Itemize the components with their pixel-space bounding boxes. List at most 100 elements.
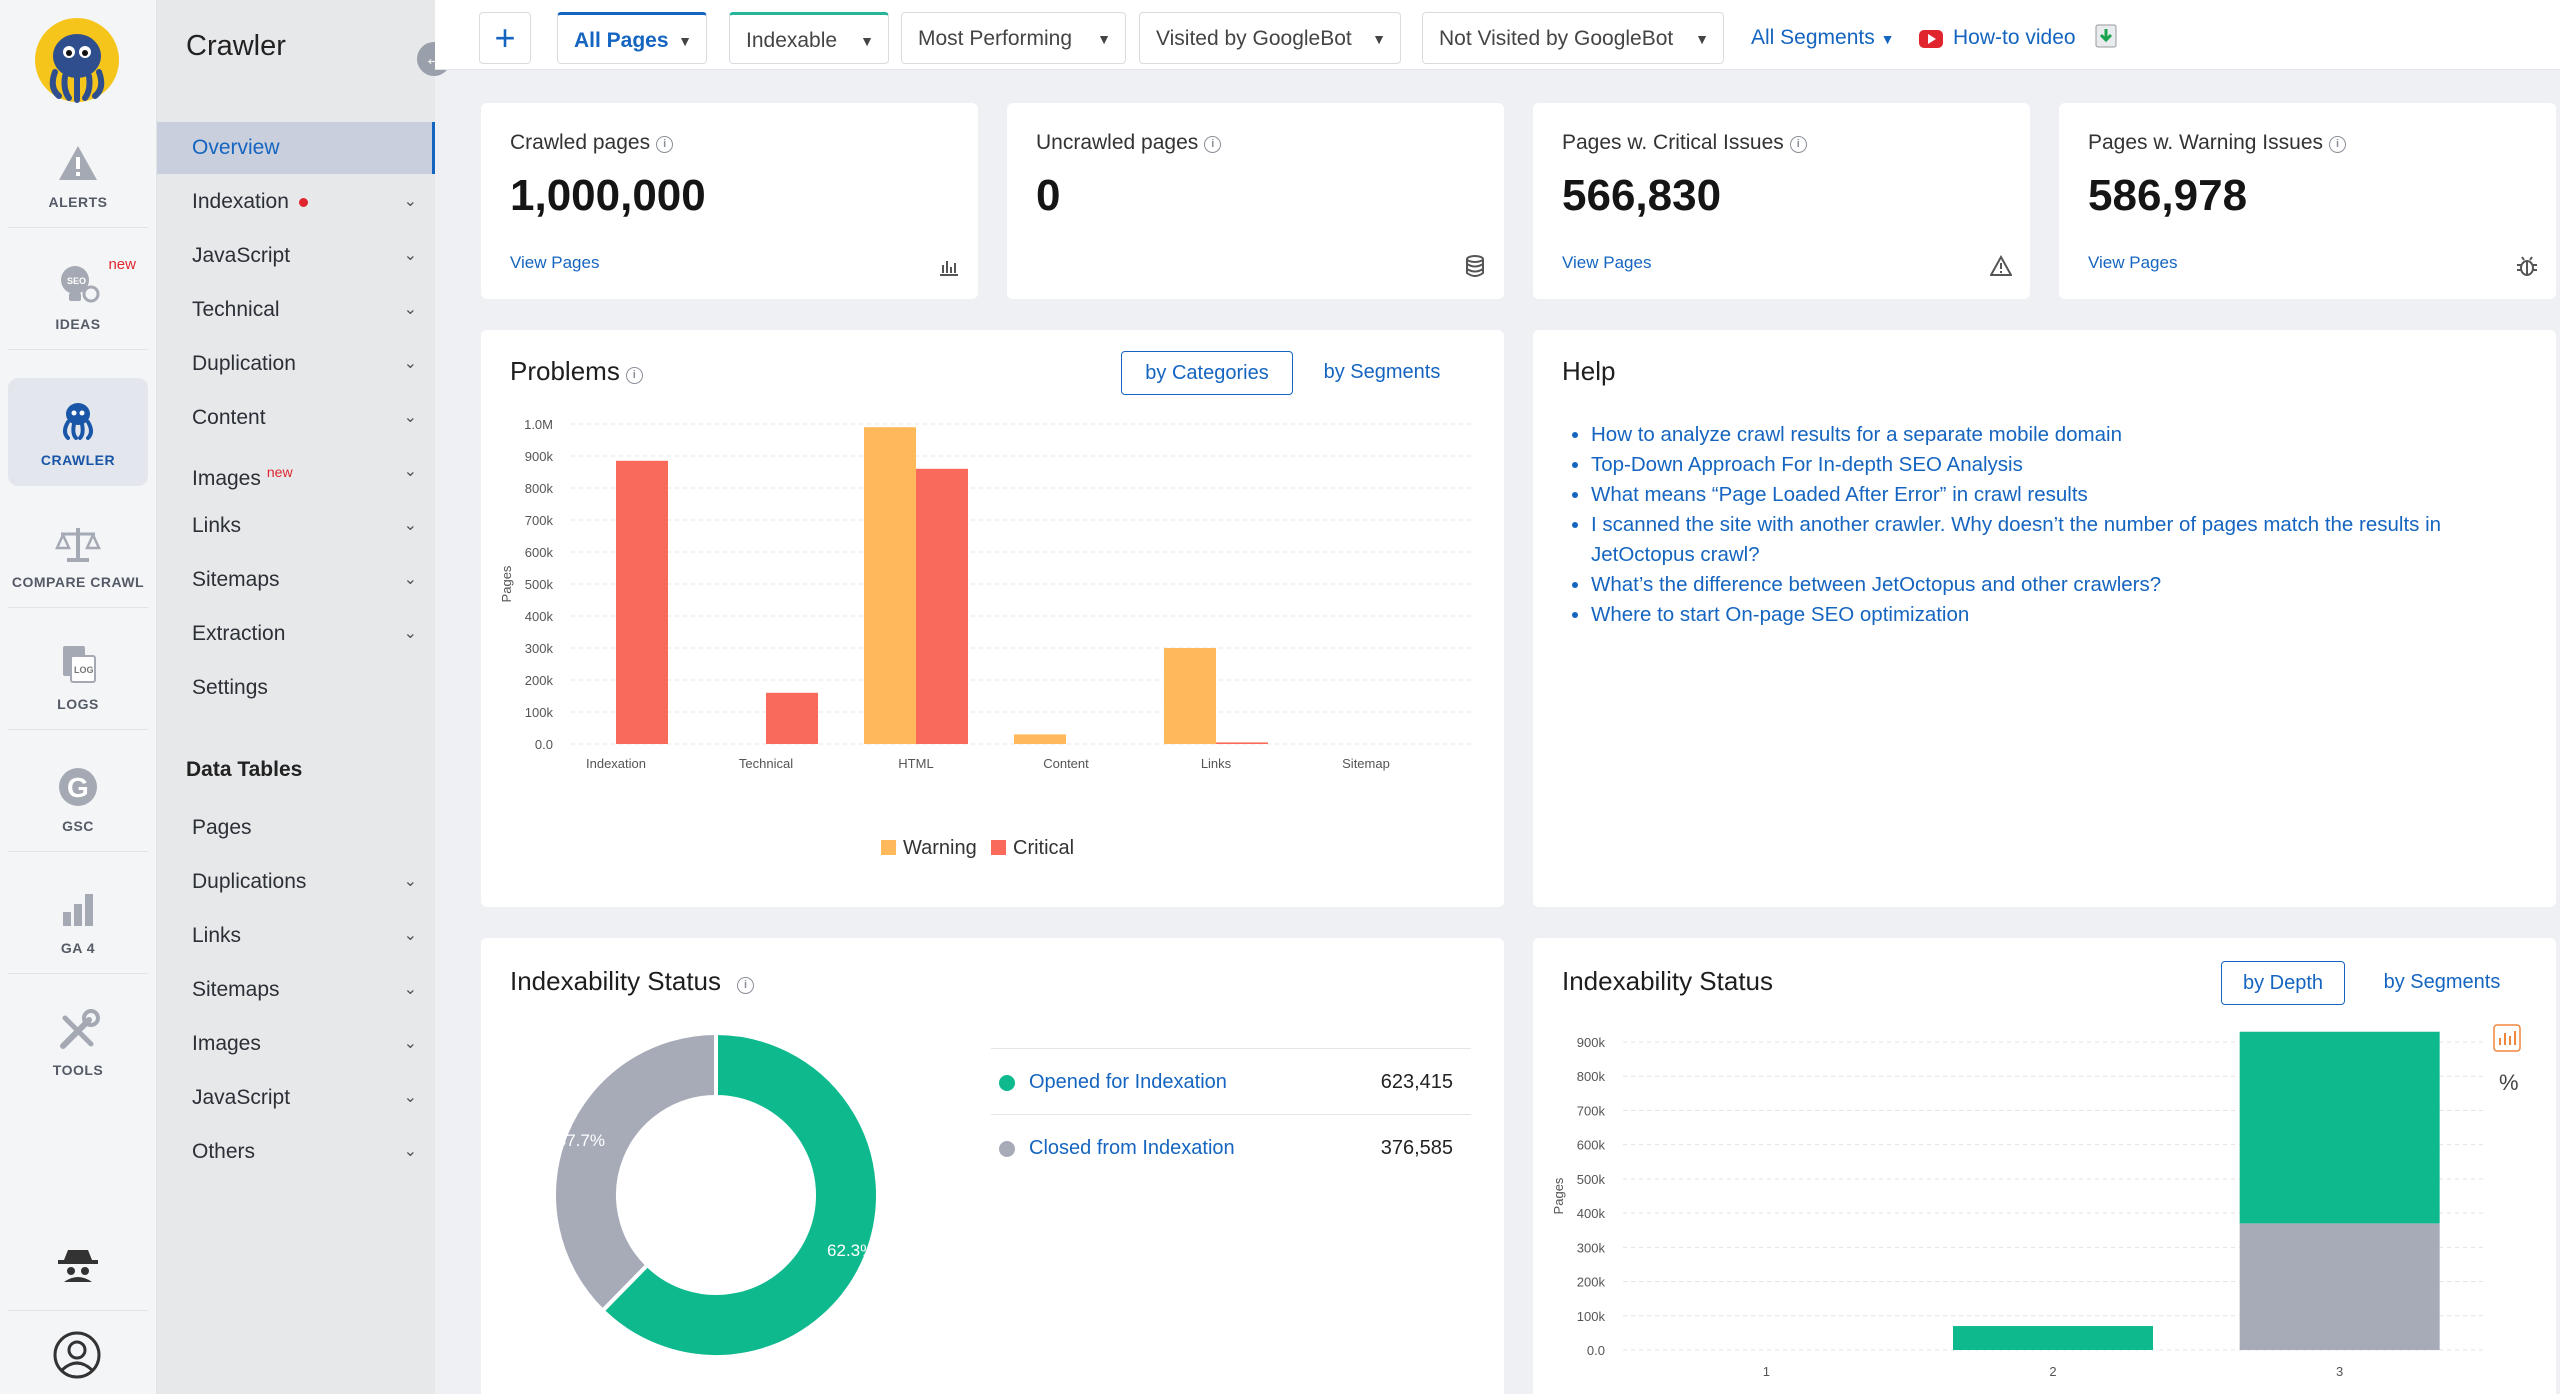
kpi-card-critical: Pages w. Critical Issues i 566,830 View P… [1533, 103, 2030, 299]
view-pages-link[interactable]: View Pages [2088, 253, 2178, 272]
sidebar-item-settings[interactable]: Settings [157, 662, 435, 714]
y-tick-label: 900k [525, 449, 554, 464]
help-links-list: How to analyze crawl results for a separ… [1591, 420, 2531, 630]
tab-not-visited-by-googlebot[interactable]: Not Visited by GoogleBot ▼ [1422, 12, 1724, 64]
data-table-sitemaps[interactable]: Sitemaps ⌄ [157, 964, 435, 1016]
view-pages-link[interactable]: View Pages [510, 253, 600, 272]
x-tick-label: Links [1201, 756, 1232, 771]
indexability-depth-title: Indexability Status [1562, 966, 1774, 996]
tab-label: Most Performing [918, 27, 1073, 50]
data-table-pages[interactable]: Pages [157, 802, 435, 854]
help-link[interactable]: Top-Down Approach For In-depth SEO Analy… [1591, 453, 2023, 476]
by-categories-button[interactable]: by Categories [1121, 351, 1293, 395]
stacked-bar-segment [2239, 1223, 2440, 1350]
bar-chart-icon[interactable] [938, 255, 960, 277]
info-icon[interactable]: i [1789, 136, 1807, 153]
bug-icon[interactable] [2516, 255, 2538, 277]
sidebar-title: Crawler [186, 30, 286, 62]
help-link[interactable]: Where to start On-page SEO optimization [1591, 603, 1970, 626]
help-link[interactable]: I scanned the site with another crawler.… [1591, 513, 2442, 566]
data-table-javascript[interactable]: JavaScript ⌄ [157, 1072, 435, 1124]
user-profile-icon[interactable] [52, 1330, 102, 1380]
help-link[interactable]: How to analyze crawl results for a separ… [1591, 423, 2122, 446]
tab-most-performing[interactable]: Most Performing ▼ [901, 12, 1126, 64]
kpi-label: Pages w. Warning Issues i [2088, 131, 2346, 155]
tab-indexable[interactable]: Indexable ▼ [729, 12, 889, 64]
spy-avatar-icon[interactable] [56, 1244, 100, 1284]
sidebar-item-content[interactable]: Content ⌄ [157, 392, 435, 444]
list-item: How to analyze crawl results for a separ… [1591, 420, 2531, 450]
sidebar-item-indexation[interactable]: Indexation ⌄ [157, 176, 435, 228]
sidebar-item-technical[interactable]: Technical ⌄ [157, 284, 435, 336]
add-segment-button[interactable]: + [479, 12, 531, 64]
nav-label: Others [192, 1140, 256, 1163]
chart-view-icon[interactable] [2493, 1024, 2521, 1052]
info-icon[interactable]: i [625, 367, 643, 384]
database-icon[interactable] [1464, 255, 1486, 277]
sidebar-item-overview[interactable]: Overview [157, 122, 435, 174]
help-link[interactable]: What means “Page Loaded After Error” in … [1591, 483, 2088, 506]
y-tick-label: 600k [525, 545, 554, 560]
nav-label: Images [192, 467, 261, 490]
octopus-logo[interactable] [27, 16, 127, 104]
rail-label: ALERTS [48, 194, 108, 210]
percent-toggle[interactable]: % [2499, 1070, 2519, 1095]
rail-label: GSC [62, 818, 94, 834]
data-table-links[interactable]: Links ⌄ [157, 910, 435, 962]
rail-item-ideas[interactable]: new SEO IDEAS [8, 242, 148, 350]
info-icon[interactable]: i [737, 977, 755, 994]
sidebar-item-links[interactable]: Links ⌄ [157, 500, 435, 552]
warning-triangle-icon[interactable] [1990, 255, 2012, 277]
y-tick-label: 700k [1577, 1103, 1606, 1118]
segment-tabs-bar: + All Pages ▼ Indexable ▼ Most Performing ▼… [435, 0, 2560, 70]
data-table-others[interactable]: Others ⌄ [157, 1126, 435, 1178]
slice-percent-label: 62.3% [827, 1241, 875, 1260]
by-depth-button[interactable]: by Depth [2221, 961, 2345, 1005]
rail-item-tools[interactable]: TOOLS [8, 988, 148, 1096]
y-tick-label: 100k [525, 705, 554, 720]
info-icon[interactable]: i [1204, 136, 1222, 153]
info-icon[interactable]: i [2329, 136, 2346, 153]
tab-visited-by-googlebot[interactable]: Visited by GoogleBot ▼ [1139, 12, 1401, 64]
legend-label[interactable]: Closed from Indexation [1029, 1137, 1235, 1159]
all-segments-dropdown[interactable]: All Segments ▼ [1751, 26, 1894, 50]
new-badge: new [108, 256, 136, 273]
sidebar-item-extraction[interactable]: Extraction ⌄ [157, 608, 435, 660]
sidebar-item-javascript[interactable]: JavaScript ⌄ [157, 230, 435, 282]
by-segments-button[interactable]: by Segments [2383, 971, 2501, 993]
info-icon[interactable]: i [656, 136, 674, 153]
sidebar-item-duplication[interactable]: Duplication ⌄ [157, 338, 435, 390]
kpi-card-uncrawled: Uncrawled pages i 0 [1007, 103, 1504, 299]
rail-item-logs[interactable]: LOG LOGS [8, 622, 148, 730]
y-tick-label: 100k [1577, 1309, 1606, 1324]
legend-label[interactable]: Opened for Indexation [1029, 1071, 1227, 1093]
legend-row-opened[interactable]: Opened for Indexation 623,415 [991, 1048, 1471, 1114]
by-segments-button[interactable]: by Segments [1323, 361, 1441, 383]
legend-row-closed[interactable]: Closed from Indexation 376,585 [991, 1114, 1471, 1180]
nav-label: Settings [192, 676, 268, 699]
rail-item-crawler[interactable]: CRAWLER [8, 378, 148, 486]
plus-icon: + [494, 17, 516, 58]
view-pages-link[interactable]: View Pages [1562, 253, 1652, 272]
chevron-down-icon: ⌄ [403, 927, 417, 944]
y-tick-label: 200k [525, 673, 554, 688]
nav-label: Overview [192, 136, 280, 159]
help-link[interactable]: What’s the difference between JetOctopus… [1591, 573, 2162, 596]
sidebar-item-sitemaps[interactable]: Sitemaps ⌄ [157, 554, 435, 606]
data-table-duplications[interactable]: Duplications ⌄ [157, 856, 435, 908]
rail-item-alerts[interactable]: ALERTS [8, 120, 148, 228]
data-table-images[interactable]: Images ⌄ [157, 1018, 435, 1070]
rail-label: GA 4 [60, 940, 96, 956]
rail-item-compare-crawl[interactable]: COMPARE CRAWL [8, 500, 148, 608]
tab-all-pages[interactable]: All Pages ▼ [557, 12, 707, 64]
list-item: I scanned the site with another crawler.… [1591, 510, 2531, 570]
rail-item-ga4[interactable]: GA 4 [8, 866, 148, 974]
how-to-video-link[interactable]: How-to video [1953, 26, 2076, 49]
caret-down-icon: ▼ [1097, 31, 1111, 47]
nav-label: Content [192, 406, 266, 429]
nav-label: Duplications [192, 870, 307, 893]
rail-item-gsc[interactable]: G GSC [8, 744, 148, 852]
kpi-label: Pages w. Critical Issues i [1562, 131, 1807, 155]
sidebar-item-images[interactable]: Images new ⌄ [157, 446, 435, 498]
download-icon[interactable] [2095, 24, 2117, 48]
